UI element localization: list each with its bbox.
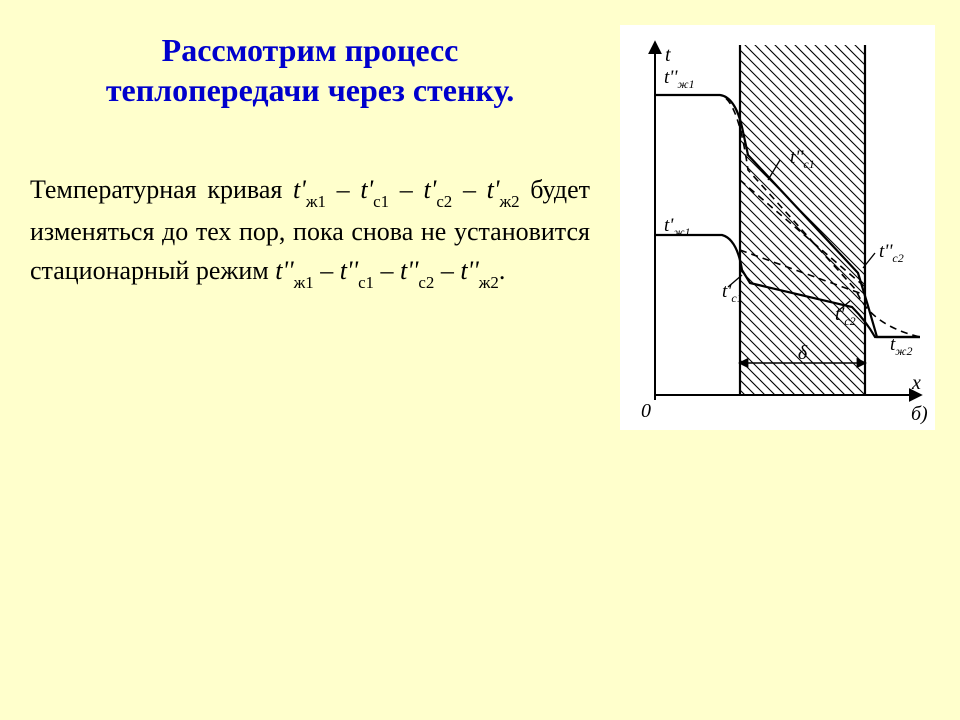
var-5: t'' bbox=[275, 256, 293, 285]
sub-2: с1 bbox=[373, 192, 389, 211]
sub-1: ж1 bbox=[306, 192, 326, 211]
figure-panel: δ t x 0 б) t''ж1t'ж1t''c1t'c1t''c2t'c2tж… bbox=[620, 25, 935, 430]
subfigure-label: б) bbox=[911, 403, 928, 425]
curve-upper-solid bbox=[655, 95, 920, 337]
var-8: t'' bbox=[460, 256, 478, 285]
dash-6: – bbox=[434, 256, 460, 285]
sub-7: с2 bbox=[418, 273, 434, 292]
var-6: t'' bbox=[340, 256, 358, 285]
slide: Рассмотрим процесс теплопередачи через с… bbox=[0, 0, 960, 720]
title-line-1: Рассмотрим процесс bbox=[162, 32, 459, 68]
svg-text:t''c2: t''c2 bbox=[879, 241, 904, 265]
body-paragraph: Температурная кривая t'ж1 – t'с1 – t'с2 … bbox=[30, 170, 590, 292]
sub-8: ж2 bbox=[479, 273, 499, 292]
period: . bbox=[499, 256, 506, 285]
temperature-labels: t''ж1t'ж1t''c1t'c1t''c2t'c2tж2 bbox=[664, 67, 912, 358]
title-line-2: теплопередачи через стенку bbox=[106, 72, 506, 108]
slide-title: Рассмотрим процесс теплопередачи через с… bbox=[55, 30, 565, 110]
sub-3: с2 bbox=[436, 192, 452, 211]
var-4: t' bbox=[487, 175, 500, 204]
title-period: . bbox=[506, 72, 514, 108]
svg-text:t'ж1: t'ж1 bbox=[664, 215, 691, 239]
delta-label: δ bbox=[798, 342, 808, 364]
var-3: t' bbox=[424, 175, 437, 204]
figure-svg: δ t x 0 б) t''ж1t'ж1t''c1t'c1t''c2t'c2tж… bbox=[620, 25, 935, 430]
y-axis-label: t bbox=[665, 44, 671, 66]
seg-1: Температурная кривая bbox=[30, 175, 293, 204]
sub-5: ж1 bbox=[294, 273, 314, 292]
dash-3: – bbox=[452, 175, 486, 204]
sub-6: с1 bbox=[358, 273, 374, 292]
dash-5: – bbox=[374, 256, 400, 285]
origin-label: 0 bbox=[641, 400, 651, 422]
dash-1: – bbox=[326, 175, 360, 204]
x-axis-label: x bbox=[911, 372, 921, 394]
sub-4: ж2 bbox=[499, 192, 519, 211]
var-2: t' bbox=[360, 175, 373, 204]
var-1: t' bbox=[293, 175, 306, 204]
var-7: t'' bbox=[400, 256, 418, 285]
svg-text:t''ж1: t''ж1 bbox=[664, 67, 695, 91]
dash-2: – bbox=[389, 175, 423, 204]
dash-4: – bbox=[314, 256, 340, 285]
curve-upper-dashed bbox=[655, 95, 920, 337]
